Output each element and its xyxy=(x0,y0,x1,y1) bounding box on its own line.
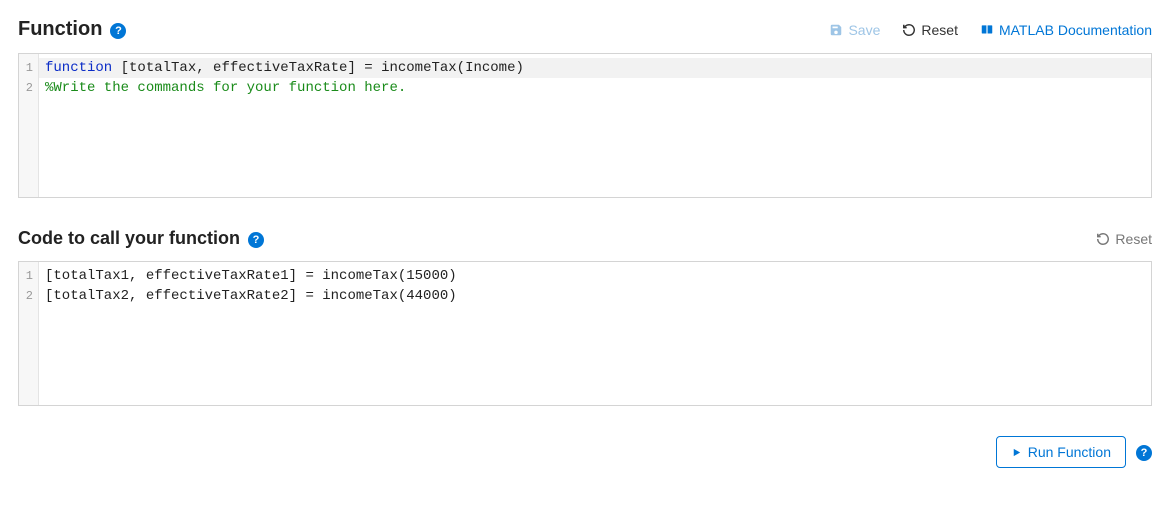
caller-reset-button[interactable]: Reset xyxy=(1096,231,1152,247)
save-label: Save xyxy=(848,22,880,38)
reset-icon xyxy=(902,23,916,37)
function-toolbar: Save Reset MATLAB Documentation xyxy=(829,22,1152,38)
footer: Run Function ? xyxy=(18,436,1152,468)
code-line[interactable]: function [totalTax, effectiveTaxRate] = … xyxy=(39,58,1151,78)
caller-title: Code to call your function xyxy=(18,228,240,249)
line-number: 2 xyxy=(23,286,33,306)
code-token: %Write the commands for your function he… xyxy=(45,80,406,96)
help-icon[interactable]: ? xyxy=(248,232,264,248)
caller-title-wrap: Code to call your function ? xyxy=(18,228,264,249)
code-token: [totalTax1, effectiveTaxRate1] = incomeT… xyxy=(45,268,457,284)
caller-code-lines[interactable]: [totalTax1, effectiveTaxRate1] = incomeT… xyxy=(39,262,1151,405)
book-icon xyxy=(980,23,994,37)
function-code-lines[interactable]: function [totalTax, effectiveTaxRate] = … xyxy=(39,54,1151,197)
caller-editor[interactable]: 12 [totalTax1, effectiveTaxRate1] = inco… xyxy=(18,261,1152,406)
run-function-button[interactable]: Run Function xyxy=(996,436,1126,468)
play-icon xyxy=(1011,447,1022,458)
save-button[interactable]: Save xyxy=(829,22,880,38)
code-token: [totalTax, effectiveTaxRate] = incomeTax… xyxy=(121,60,524,76)
caller-gutter: 12 xyxy=(19,262,39,405)
docs-link[interactable]: MATLAB Documentation xyxy=(980,22,1152,38)
reset-icon xyxy=(1096,232,1110,246)
caller-reset-label: Reset xyxy=(1115,231,1152,247)
function-title-wrap: Function ? xyxy=(18,18,126,41)
code-line[interactable]: %Write the commands for your function he… xyxy=(39,78,1151,98)
function-editor[interactable]: 12 function [totalTax, effectiveTaxRate]… xyxy=(18,53,1152,198)
help-icon[interactable]: ? xyxy=(1136,445,1152,461)
code-token: [totalTax2, effectiveTaxRate2] = incomeT… xyxy=(45,288,457,304)
function-header: Function ? Save Reset MATLAB Documentati… xyxy=(18,18,1152,41)
reset-label: Reset xyxy=(921,22,958,38)
code-line[interactable]: [totalTax1, effectiveTaxRate1] = incomeT… xyxy=(39,266,1151,286)
run-label: Run Function xyxy=(1028,444,1111,460)
line-number: 1 xyxy=(23,266,33,286)
help-icon[interactable]: ? xyxy=(110,23,126,39)
line-number: 2 xyxy=(23,78,33,98)
line-number: 1 xyxy=(23,58,33,78)
function-gutter: 12 xyxy=(19,54,39,197)
docs-label: MATLAB Documentation xyxy=(999,22,1152,38)
reset-button[interactable]: Reset xyxy=(902,22,958,38)
save-icon xyxy=(829,23,843,37)
caller-toolbar: Reset xyxy=(1096,231,1152,247)
caller-header: Code to call your function ? Reset xyxy=(18,228,1152,249)
code-line[interactable]: [totalTax2, effectiveTaxRate2] = incomeT… xyxy=(39,286,1151,306)
code-token: function xyxy=(45,60,121,76)
function-title: Function xyxy=(18,18,102,41)
